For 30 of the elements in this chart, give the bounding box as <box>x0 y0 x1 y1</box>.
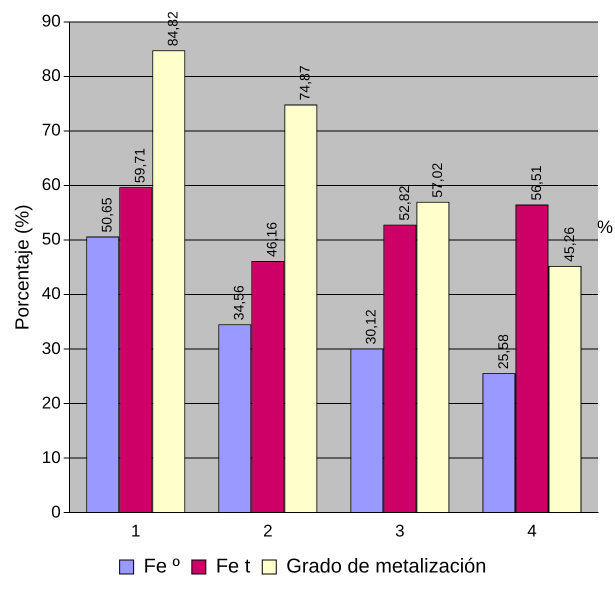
y-tick-label: 90 <box>42 12 61 31</box>
data-label: 56,51 <box>528 165 544 201</box>
data-label: 46,16 <box>264 222 280 257</box>
data-label: 84,82 <box>164 10 181 46</box>
y-tick-label: 30 <box>42 338 61 358</box>
y-tick-label: 80 <box>42 66 61 86</box>
x-tick-label: 4 <box>527 521 537 540</box>
data-label: 30,12 <box>362 309 379 344</box>
data-label: 59,71 <box>132 148 148 184</box>
y-tick-label: 40 <box>42 284 61 304</box>
y-tick-label: 10 <box>42 448 61 467</box>
data-label: 52,82 <box>396 185 412 221</box>
y-tick-label: 0 <box>51 502 61 522</box>
x-tick-label: 1 <box>131 521 140 540</box>
y-tick-label: 60 <box>42 175 61 194</box>
y-tick-label: 70 <box>42 120 61 140</box>
annotation: % <box>596 216 613 237</box>
data-label: 74,87 <box>296 65 313 100</box>
data-label: 45,26 <box>560 226 577 262</box>
y-axis-title: Porcentaje (%) <box>12 204 34 330</box>
y-tick-label: 50 <box>42 230 61 249</box>
y-tick-label: 20 <box>42 393 61 412</box>
x-tick-label: 2 <box>263 521 273 540</box>
x-tick-label: 3 <box>395 521 405 540</box>
legend-label: Grado de metalización <box>286 556 486 578</box>
data-label: 57,02 <box>428 162 445 198</box>
data-label: 50,65 <box>98 197 115 232</box>
data-label: 25,58 <box>494 334 511 370</box>
legend-label: Fe º <box>144 556 181 578</box>
legend-label: Fe t <box>216 556 251 578</box>
